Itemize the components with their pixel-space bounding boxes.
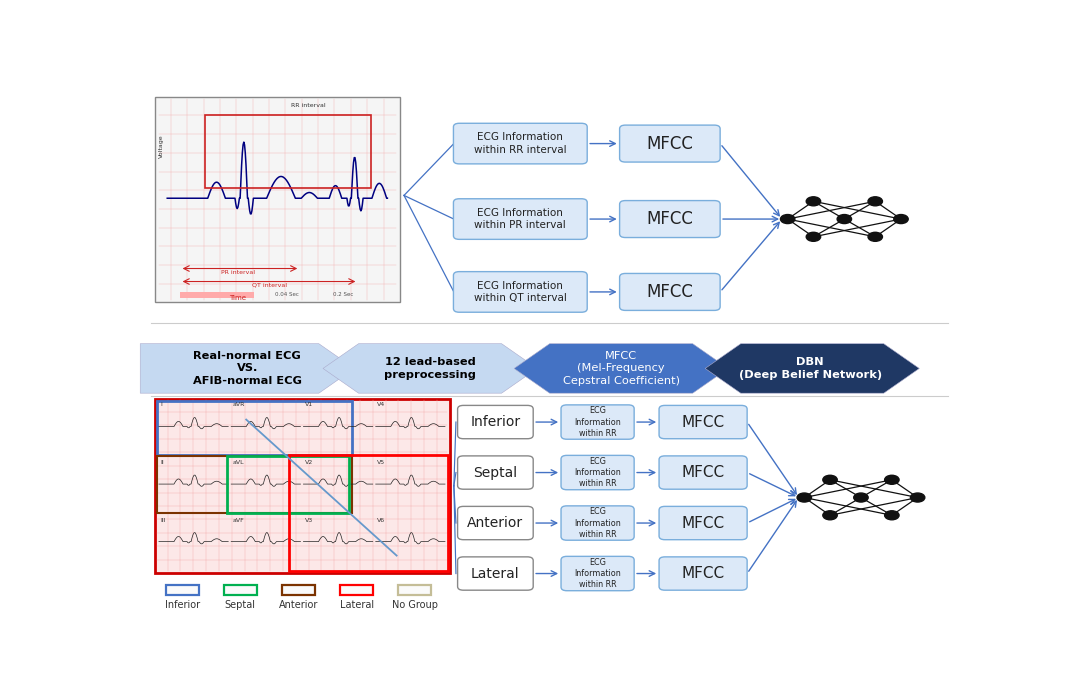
Text: MFCC: MFCC: [646, 210, 694, 228]
FancyBboxPatch shape: [458, 456, 533, 489]
FancyBboxPatch shape: [453, 199, 587, 239]
FancyBboxPatch shape: [398, 585, 431, 596]
Text: aVF: aVF: [233, 518, 244, 523]
Circle shape: [780, 214, 794, 224]
Text: ECG Information
within PR interval: ECG Information within PR interval: [475, 208, 566, 231]
FancyBboxPatch shape: [340, 585, 373, 596]
FancyBboxPatch shape: [453, 272, 587, 312]
FancyBboxPatch shape: [659, 506, 747, 539]
Text: ECG Information
within RR interval: ECG Information within RR interval: [474, 132, 567, 155]
Text: 0.2 Sec: 0.2 Sec: [333, 292, 354, 297]
FancyBboxPatch shape: [458, 506, 533, 539]
Circle shape: [884, 475, 899, 484]
Text: V6: V6: [377, 518, 386, 523]
Text: V5: V5: [377, 460, 386, 465]
FancyBboxPatch shape: [561, 556, 635, 591]
FancyBboxPatch shape: [620, 201, 720, 237]
FancyBboxPatch shape: [659, 406, 747, 439]
Text: Real-normal ECG
VS.
AFIB-normal ECG: Real-normal ECG VS. AFIB-normal ECG: [193, 351, 301, 386]
FancyBboxPatch shape: [165, 585, 198, 596]
FancyBboxPatch shape: [282, 585, 315, 596]
FancyBboxPatch shape: [659, 456, 747, 489]
Text: Anterior: Anterior: [279, 600, 318, 610]
Text: Anterior: Anterior: [467, 516, 523, 530]
Polygon shape: [515, 343, 728, 393]
Text: V1: V1: [306, 402, 313, 408]
Text: 0.04 Sec: 0.04 Sec: [276, 292, 299, 297]
Circle shape: [868, 197, 882, 206]
FancyBboxPatch shape: [224, 585, 257, 596]
Text: MFCC: MFCC: [682, 566, 725, 581]
Text: No Group: No Group: [391, 600, 437, 610]
Text: PR interval: PR interval: [221, 270, 255, 274]
FancyBboxPatch shape: [458, 557, 533, 590]
Text: ECG
Information
within RR: ECG Information within RR: [575, 558, 621, 589]
Text: III: III: [161, 518, 166, 523]
Text: Lateral: Lateral: [471, 566, 520, 581]
Text: ECG
Information
within RR: ECG Information within RR: [575, 508, 621, 539]
Text: RR interval: RR interval: [292, 103, 326, 108]
Text: V4: V4: [377, 402, 386, 408]
FancyBboxPatch shape: [620, 125, 720, 162]
Circle shape: [837, 214, 851, 224]
FancyBboxPatch shape: [620, 274, 720, 310]
Text: ECG Information
within QT interval: ECG Information within QT interval: [474, 281, 567, 303]
Circle shape: [806, 197, 821, 206]
Text: Lateral: Lateral: [340, 600, 374, 610]
Text: Inferior: Inferior: [165, 600, 199, 610]
Text: aVL: aVL: [233, 460, 244, 465]
Text: Time: Time: [229, 295, 247, 301]
Circle shape: [884, 511, 899, 520]
Text: aVR: aVR: [233, 402, 245, 408]
Text: MFCC
(Mel-Frequency
Cepstral Coefficient): MFCC (Mel-Frequency Cepstral Coefficient…: [563, 351, 680, 386]
Text: Septal: Septal: [225, 600, 256, 610]
Circle shape: [910, 493, 925, 502]
FancyBboxPatch shape: [561, 405, 635, 439]
Circle shape: [868, 233, 882, 241]
Polygon shape: [323, 343, 537, 393]
Circle shape: [806, 233, 821, 241]
Text: MFCC: MFCC: [646, 135, 694, 153]
FancyBboxPatch shape: [561, 456, 635, 489]
FancyBboxPatch shape: [453, 123, 587, 164]
FancyBboxPatch shape: [180, 292, 254, 298]
FancyBboxPatch shape: [561, 506, 635, 540]
Text: ECG
Information
within RR: ECG Information within RR: [575, 457, 621, 488]
Text: MFCC: MFCC: [682, 414, 725, 429]
Circle shape: [798, 493, 812, 502]
Text: I: I: [161, 402, 163, 408]
Polygon shape: [140, 343, 355, 393]
Circle shape: [894, 214, 908, 224]
Polygon shape: [705, 343, 920, 393]
Text: II: II: [161, 460, 164, 465]
Text: 12 lead-based
preprocessing: 12 lead-based preprocessing: [384, 357, 476, 380]
Text: DBN
(Deep Belief Network): DBN (Deep Belief Network): [739, 357, 882, 380]
Circle shape: [823, 475, 837, 484]
Text: MFCC: MFCC: [646, 283, 694, 301]
FancyBboxPatch shape: [659, 557, 747, 590]
Text: Voltage: Voltage: [159, 135, 164, 158]
Text: QT interval: QT interval: [252, 283, 287, 288]
Text: ECG
Information
within RR: ECG Information within RR: [575, 406, 621, 437]
FancyBboxPatch shape: [458, 406, 533, 439]
Circle shape: [853, 493, 868, 502]
Text: Septal: Septal: [474, 466, 518, 479]
Circle shape: [823, 511, 837, 520]
FancyBboxPatch shape: [154, 399, 450, 573]
FancyBboxPatch shape: [154, 97, 400, 302]
Text: V2: V2: [306, 460, 313, 465]
Text: MFCC: MFCC: [682, 516, 725, 531]
Text: MFCC: MFCC: [682, 465, 725, 480]
Text: Inferior: Inferior: [471, 415, 521, 429]
Text: V3: V3: [306, 518, 313, 523]
